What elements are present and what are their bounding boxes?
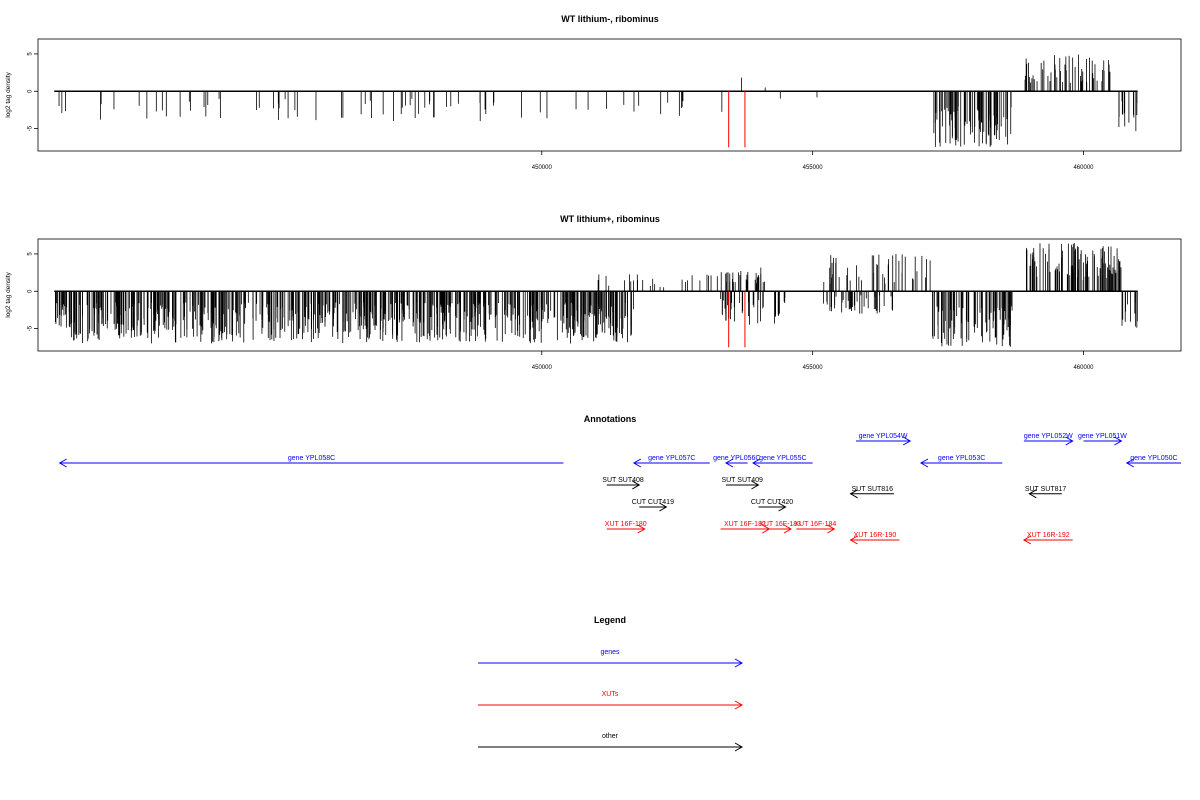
y-tick-label: 5 (28, 52, 34, 56)
annotation-label: gene YPL057C (648, 455, 695, 462)
annotation-arrowhead (778, 502, 787, 512)
annotation-arrowhead (1125, 458, 1135, 468)
annotation-arrowhead (1065, 436, 1074, 446)
annotation-label: XUT 16F-184 (794, 521, 836, 528)
annotation-arrowhead (659, 502, 668, 512)
annotation-arrowhead (751, 480, 760, 490)
annotation-arrowhead (632, 458, 642, 468)
axes-group-2: 5 0 -5 450000 455000 460000 (28, 252, 1095, 371)
legend-arrowhead (734, 742, 744, 752)
annotation-label: CUT CUT419 (632, 499, 674, 506)
annotation-label: gene YPL053C (938, 455, 985, 462)
annotation-arrowhead (1022, 535, 1032, 545)
annotation-label: XUT 16F-182 (724, 521, 766, 528)
annotations-title: Annotations (584, 414, 637, 424)
annotation-arrowhead (752, 458, 761, 468)
annotation-arrowhead (919, 458, 929, 468)
annotation-label: XUT 16F-180 (605, 521, 647, 528)
legend-arrowhead (734, 700, 744, 710)
x-tick-label: 450000 (532, 365, 553, 371)
annotation-arrowhead (849, 489, 858, 499)
annotation-arrowhead (58, 458, 67, 468)
annotation-label: XUT 16F-183 (759, 521, 801, 528)
chart-title-2: WT lithium+, ribominus (560, 214, 660, 224)
y-axis-label-1: log2 tag density (5, 71, 12, 117)
annotation-label: XUT 16R-192 (1027, 532, 1070, 539)
axes-group-1: 5 0 -5 450000 455000 460000 (28, 52, 1095, 171)
legend-panel: Legend genes XUTs other (478, 615, 744, 752)
bars-group-1 (54, 54, 1138, 148)
bars-group-2 (54, 242, 1138, 348)
x-tick-label: 455000 (803, 165, 824, 171)
annotation-label: CUT CUT420 (751, 499, 793, 506)
annotation-label: SUT SUT408 (602, 477, 644, 484)
annotation-label: gene YPL055C (759, 455, 806, 462)
annotations-panel: Annotations gene YPL058C gene YPL057C gene… (58, 414, 1181, 545)
annotation-arrows: gene YPL058C gene YPL057C gene YPL056Cgene… (58, 433, 1181, 545)
y-tick-label: 0 (28, 89, 34, 93)
annotation-label: gene YPL050C (1130, 455, 1177, 462)
x-tick-label: 460000 (1073, 165, 1094, 171)
annotation-label: SUT SUT816 (851, 486, 893, 493)
chart-title-1: WT lithium-, ribominus (561, 14, 659, 24)
annotation-label: SUT SUT409 (721, 477, 763, 484)
annotation-label: SUT SUT817 (1025, 486, 1067, 493)
annotation-arrowhead (632, 480, 641, 490)
annotation-arrowhead (827, 524, 836, 534)
y-tick-label: 0 (28, 289, 34, 293)
annotation-arrowhead (1028, 489, 1037, 499)
annotation-arrowhead (637, 524, 646, 534)
y-tick-label: -5 (28, 125, 34, 131)
annotation-arrowhead (849, 535, 858, 545)
annotation-label: gene YPL056C (713, 455, 760, 462)
y-tick-label: 5 (28, 252, 34, 256)
chart-panel-1: WT lithium-, ribominus 5 0 -5 450000 455000 4… (5, 14, 1182, 171)
legend-label: other (602, 733, 619, 740)
y-tick-label: -5 (28, 325, 34, 331)
chart-panel-2: WT lithium+, ribominus 5 0 -5 450000 455000 4… (5, 214, 1182, 371)
legend-label: genes (600, 649, 620, 656)
annotation-label: gene YPL058C (288, 455, 335, 462)
legend-items: genes XUTs other (478, 649, 744, 752)
annotation-label: gene YPL051W (1078, 433, 1127, 440)
annotation-label: gene YPL052W (1024, 433, 1073, 440)
y-axis-label-2: log2 tag density (5, 271, 12, 317)
annotation-arrowhead (783, 524, 792, 534)
annotation-arrowhead (1114, 436, 1123, 446)
legend-arrowhead (734, 658, 744, 668)
x-tick-label: 455000 (803, 365, 824, 371)
annotation-label: gene YPL054W (859, 433, 908, 440)
annotation-arrowhead (724, 458, 734, 468)
x-tick-label: 460000 (1073, 365, 1094, 371)
annotation-arrowhead (902, 436, 912, 446)
legend-title: Legend (594, 615, 626, 625)
plot-frame-2 (37, 238, 1182, 352)
plot-frame-1 (37, 38, 1182, 152)
annotation-label: XUT 16R-190 (854, 532, 897, 539)
legend-label: XUTs (602, 691, 619, 698)
x-tick-label: 450000 (532, 165, 553, 171)
